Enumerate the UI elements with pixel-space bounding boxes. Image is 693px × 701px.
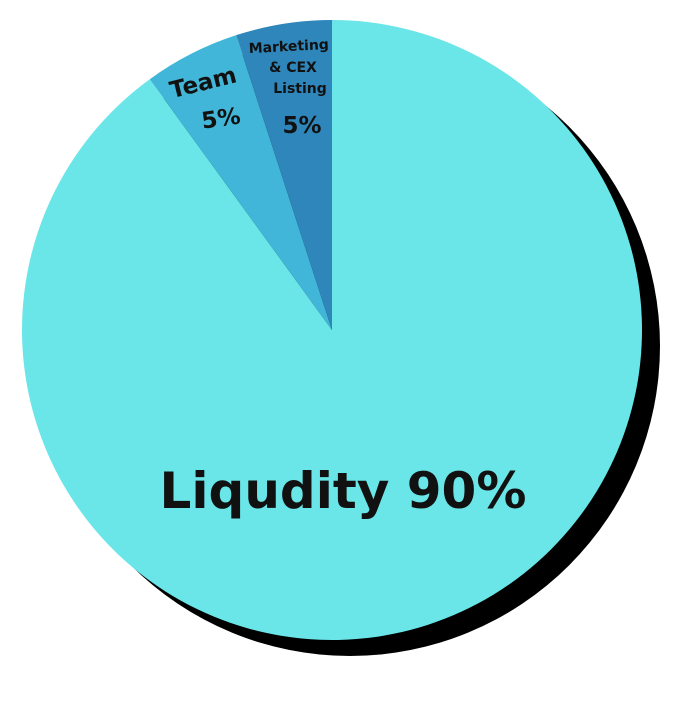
- slice-value-team: 5%: [200, 103, 242, 134]
- slice-team: [149, 35, 332, 331]
- slice-label-liqudity: Liqudity 90%: [160, 462, 527, 520]
- slice-label-marketing-line3: Listing: [273, 81, 327, 97]
- slice-liqudity: [21, 20, 642, 640]
- slice-label-marketing-line1: Marketing: [248, 37, 329, 57]
- slice-label-marketing-line2: & CEX: [269, 60, 317, 76]
- slice-marketing-cex-listing: [236, 20, 332, 330]
- slice-value-marketing: 5%: [282, 113, 321, 139]
